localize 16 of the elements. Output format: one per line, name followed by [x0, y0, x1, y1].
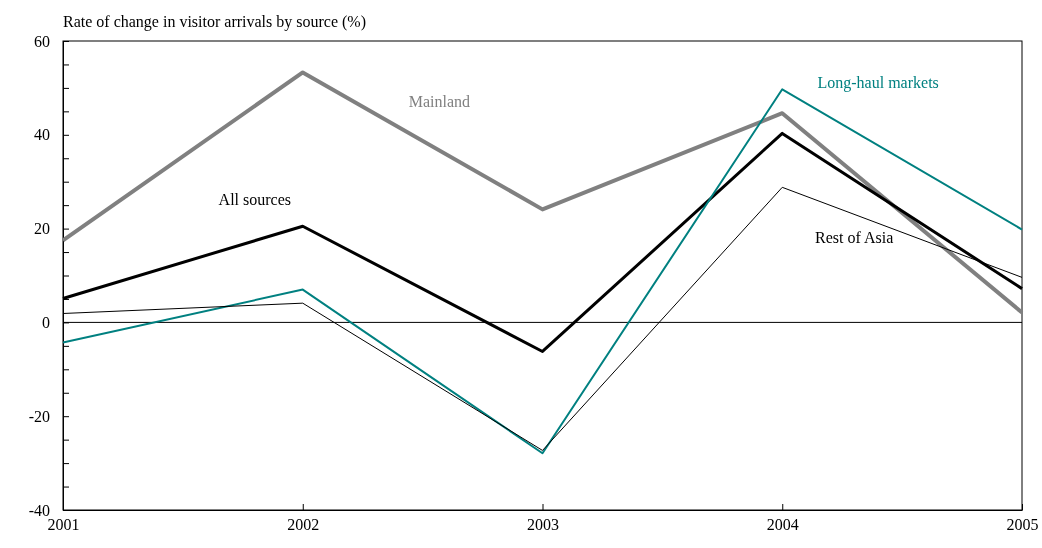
- series-label: Rest of Asia: [815, 228, 894, 246]
- y-tick-label: 40: [34, 126, 50, 144]
- x-tick-label: 2002: [287, 516, 320, 534]
- y-tick-label: 20: [34, 220, 50, 238]
- y-tick-label: -20: [28, 407, 50, 425]
- x-tick-label: 2003: [527, 516, 559, 534]
- x-tick-label: 2004: [766, 516, 799, 534]
- y-tick-label: 60: [34, 32, 50, 50]
- x-tick-label: 2001: [47, 516, 80, 534]
- series-label: Mainland: [408, 92, 471, 110]
- y-tick-label: 0: [42, 314, 50, 332]
- series-label: All sources: [218, 191, 292, 209]
- y-tick-label: -40: [28, 501, 50, 519]
- y-axis-title: Rate of change in visitor arrivals by source (%): [63, 13, 367, 31]
- x-tick-label: 2005: [1006, 516, 1039, 534]
- series-label: Long-haul markets: [817, 73, 939, 92]
